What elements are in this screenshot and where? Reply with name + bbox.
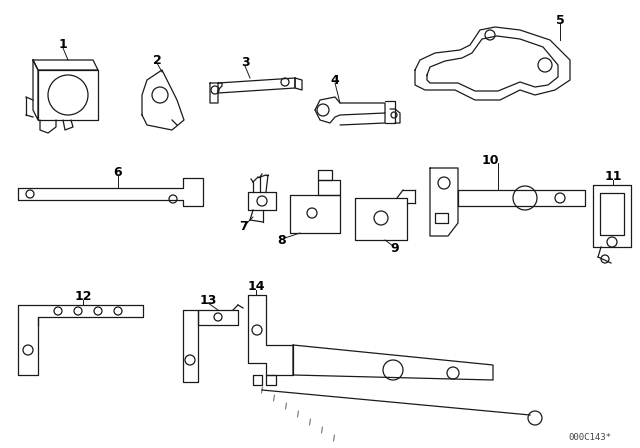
- Text: 000C143*: 000C143*: [568, 434, 611, 443]
- Text: 8: 8: [278, 233, 286, 246]
- Text: 7: 7: [239, 220, 248, 233]
- Text: 4: 4: [331, 73, 339, 86]
- Text: 6: 6: [114, 167, 122, 180]
- Text: 10: 10: [481, 154, 499, 167]
- Text: 11: 11: [604, 171, 621, 184]
- Text: 9: 9: [390, 241, 399, 254]
- Text: 13: 13: [199, 293, 217, 306]
- Text: 1: 1: [59, 39, 67, 52]
- Text: 3: 3: [241, 56, 250, 69]
- Text: 14: 14: [247, 280, 265, 293]
- Text: 12: 12: [74, 290, 92, 303]
- Text: 2: 2: [152, 53, 161, 66]
- Text: 5: 5: [556, 13, 564, 26]
